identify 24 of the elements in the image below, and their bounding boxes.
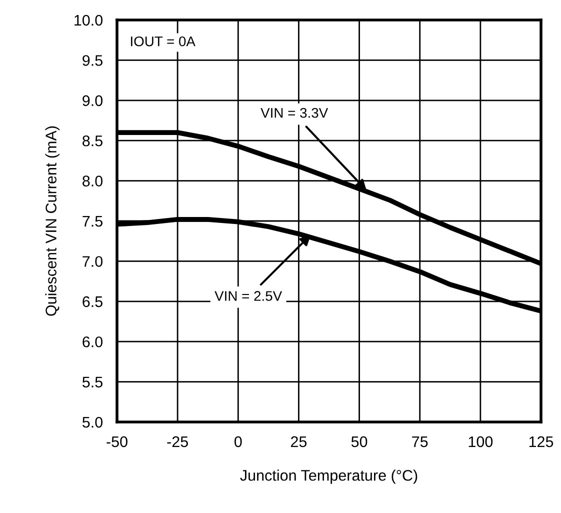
x-tick-label: -50: [106, 436, 128, 448]
y-tick-label: 7.0: [82, 256, 103, 267]
annotation: IOUT = 0A: [131, 36, 196, 46]
y-axis-title: Quiescent VIN Current (mA): [45, 126, 60, 316]
y-tick-label: 7.5: [82, 216, 102, 227]
x-tick-label: -25: [167, 436, 188, 448]
y-tick-label: 8.0: [82, 176, 103, 186]
y-tick-label: 10.0: [74, 14, 103, 26]
y-tick-label: 9.5: [82, 55, 102, 66]
y-tick-label: 6.0: [82, 336, 103, 348]
y-tick-label: 5.5: [82, 376, 102, 388]
x-tick-label: 0: [234, 436, 242, 448]
y-tick-label: 5.0: [82, 416, 103, 428]
x-axis-title: Junction Temperature (°C): [240, 470, 418, 484]
y-tick-label: 8.5: [82, 135, 102, 146]
y-tick-label: 9.0: [82, 95, 103, 106]
x-tick-label: 50: [351, 436, 368, 448]
x-tick-label: 100: [468, 436, 493, 448]
annotation: VIN = 2.5V: [214, 291, 282, 301]
x-tick-label: 75: [412, 436, 428, 448]
annotation: VIN = 3.3V: [260, 108, 328, 118]
x-tick-label: 125: [529, 436, 554, 448]
x-tick-label: 25: [290, 436, 307, 448]
y-tick-label: 6.5: [82, 296, 102, 308]
